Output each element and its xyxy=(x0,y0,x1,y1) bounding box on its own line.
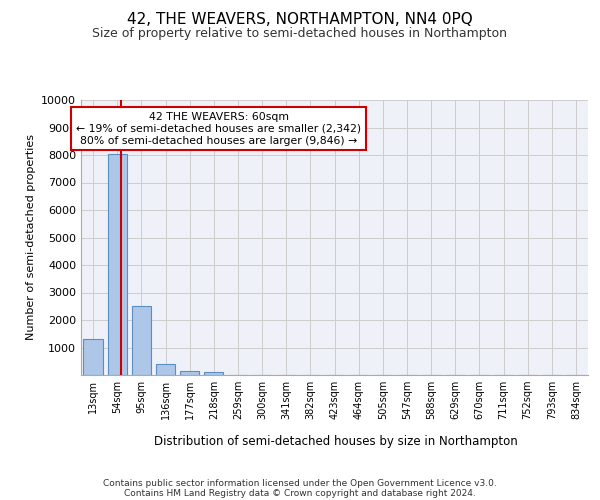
Text: Contains public sector information licensed under the Open Government Licence v3: Contains public sector information licen… xyxy=(103,478,497,488)
Bar xyxy=(132,306,151,375)
Bar xyxy=(83,338,103,375)
Text: Distribution of semi-detached houses by size in Northampton: Distribution of semi-detached houses by … xyxy=(154,435,518,448)
Text: Contains HM Land Registry data © Crown copyright and database right 2024.: Contains HM Land Registry data © Crown c… xyxy=(124,488,476,498)
Y-axis label: Number of semi-detached properties: Number of semi-detached properties xyxy=(26,134,35,340)
Bar xyxy=(107,154,127,375)
Bar xyxy=(204,372,223,375)
Bar xyxy=(180,371,199,375)
Text: 42 THE WEAVERS: 60sqm
← 19% of semi-detached houses are smaller (2,342)
80% of s: 42 THE WEAVERS: 60sqm ← 19% of semi-deta… xyxy=(76,112,361,146)
Text: Size of property relative to semi-detached houses in Northampton: Size of property relative to semi-detach… xyxy=(92,28,508,40)
Text: 42, THE WEAVERS, NORTHAMPTON, NN4 0PQ: 42, THE WEAVERS, NORTHAMPTON, NN4 0PQ xyxy=(127,12,473,28)
Bar xyxy=(156,364,175,375)
